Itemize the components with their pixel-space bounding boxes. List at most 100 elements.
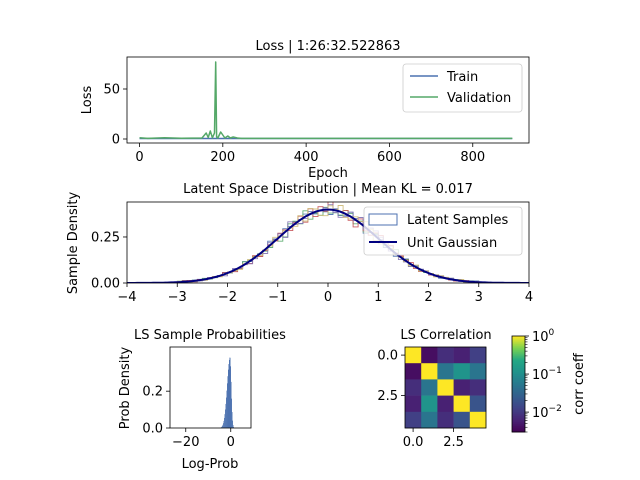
correlation-y-tick-label: 2.5 [377, 389, 398, 404]
loss-x-tick-label: 400 [294, 150, 319, 165]
colorbar-strip [512, 368, 525, 371]
colorbar-strip [512, 364, 525, 367]
loss-x-tick-label: 0 [135, 150, 143, 165]
logprob-bar [227, 376, 229, 428]
latent-legend-box [363, 206, 523, 256]
colorbar-strip [512, 374, 525, 377]
logprob-bar [225, 403, 227, 428]
heatmap-cell [437, 395, 454, 413]
latent-panel: Latent Space Distribution | Mean KL = 0.… [66, 182, 533, 305]
colorbar-strip [512, 424, 525, 427]
colorbar-strip [512, 430, 525, 433]
loss-x-ticks: 0 200 400 600 800 [135, 143, 485, 165]
logprob-bar [230, 381, 232, 428]
logprob-panel: LS Sample Probabilities −20 0 0.0 0.2 Log-… [118, 328, 286, 472]
heatmap-cell [437, 379, 454, 396]
loss-x-tick-label: 800 [460, 150, 485, 165]
latent-x-ticks: −4 −3 −2 −1 0 1 2 3 4 [117, 283, 533, 305]
colorbar-strip [512, 338, 525, 341]
logprob-bar [230, 366, 231, 428]
colorbar-strip [512, 366, 525, 369]
loss-axes-frame [126, 56, 530, 144]
colorbar-strip [512, 394, 525, 397]
loss-x-label: Epoch [308, 166, 348, 181]
correlation-x-ticks: 0.0 2.5 [403, 428, 464, 450]
heatmap-cell [453, 363, 471, 380]
logprob-bar [224, 417, 225, 428]
loss-plot-area [139, 61, 513, 140]
colorbar-strip [512, 410, 525, 413]
colorbar-strip [512, 390, 525, 393]
logprob-y-tick-label: 0.2 [142, 385, 163, 400]
latent-x-tick-label: −3 [168, 290, 187, 305]
colorbar-tick-label: 10−2 [532, 404, 562, 421]
heatmap-cell [469, 363, 487, 380]
heatmap-cell [405, 379, 422, 396]
loss-y-tick-label: 0 [112, 133, 120, 148]
heatmap-cell [405, 347, 422, 364]
colorbar-strip [512, 372, 525, 375]
colorbar-label: corr coeff [572, 352, 587, 415]
heatmap-cell [453, 347, 471, 364]
logprob-bar [229, 357, 230, 428]
logprob-bar [233, 427, 234, 428]
colorbar-frame [511, 335, 526, 433]
heatmap-cell [421, 411, 438, 429]
latent-y-tick-label: 0.25 [91, 230, 120, 245]
colorbar-tick-label: 10−1 [532, 366, 562, 383]
correlation-x-tick-label: 2.5 [443, 435, 464, 450]
heatmap-cell [469, 347, 487, 364]
colorbar-strip [512, 406, 525, 409]
legend-latent-samples-label: Latent Samples [407, 213, 509, 228]
heatmap-cell [421, 347, 438, 364]
heatmap-cell [437, 411, 454, 429]
latent-x-tick-label: −2 [218, 290, 237, 305]
colorbar-strip [512, 336, 525, 339]
legend-train-label: Train [446, 70, 478, 85]
logprob-x-tick-label: 0 [227, 435, 235, 450]
logprob-axes-frame [169, 346, 252, 429]
logprob-bar [226, 397, 227, 428]
logprob-bar [226, 390, 228, 428]
loss-title: Loss | 1:26:32.522863 [255, 39, 400, 54]
colorbar-strip [512, 382, 525, 385]
loss-y-ticks: 0 50 [103, 83, 127, 148]
latent-x-tick-label: 2 [424, 290, 432, 305]
loss-series-validation [139, 61, 513, 140]
loss-legend: Train Validation [402, 63, 523, 113]
colorbar-strip [512, 378, 525, 381]
logprob-bar [232, 425, 234, 428]
logprob-bar [231, 398, 232, 428]
colorbar-strip [512, 420, 525, 423]
colorbar-strip [512, 388, 525, 391]
heatmap-cell [469, 395, 487, 413]
heatmap-cell [437, 363, 454, 380]
loss-x-tick-label: 600 [377, 150, 402, 165]
colorbar: 100 10−1 10−2 corr coeff [511, 328, 587, 433]
correlation-axes-frame [404, 346, 487, 429]
logprob-bar [222, 424, 224, 428]
logprob-x-ticks: −20 0 [172, 428, 235, 450]
correlation-y-ticks: 0.0 2.5 [377, 349, 405, 404]
logprob-x-tick-label: −20 [172, 435, 199, 450]
colorbar-strip [512, 416, 525, 419]
heatmap-cell [469, 411, 487, 429]
loss-panel: Loss | 1:26:32.522863 0 200 400 600 800 050 … [80, 39, 530, 181]
heatmap-cell [421, 395, 438, 413]
colorbar-strip [512, 398, 525, 401]
loss-y-tick-label: 50 [103, 83, 120, 98]
colorbar-strip [512, 352, 525, 355]
logprob-y-ticks: 0.0 0.2 [142, 385, 170, 437]
logprob-bar [229, 357, 231, 428]
colorbar-strip [512, 386, 525, 389]
heatmap-cell [453, 411, 471, 429]
latent-x-tick-label: 4 [525, 290, 533, 305]
correlation-panel: LS Correlation 0.0 2.5 0.0 2.5 100 10−1 10−2… [377, 328, 587, 450]
heatmap-cell [405, 395, 422, 413]
colorbar-strip [512, 422, 525, 425]
colorbar-strip [512, 376, 525, 379]
logprob-x-label: Log-Prob [182, 457, 239, 472]
heatmap-cell [453, 379, 471, 396]
logprob-bar [232, 420, 233, 428]
colorbar-tick-exponent: −1 [549, 366, 562, 376]
